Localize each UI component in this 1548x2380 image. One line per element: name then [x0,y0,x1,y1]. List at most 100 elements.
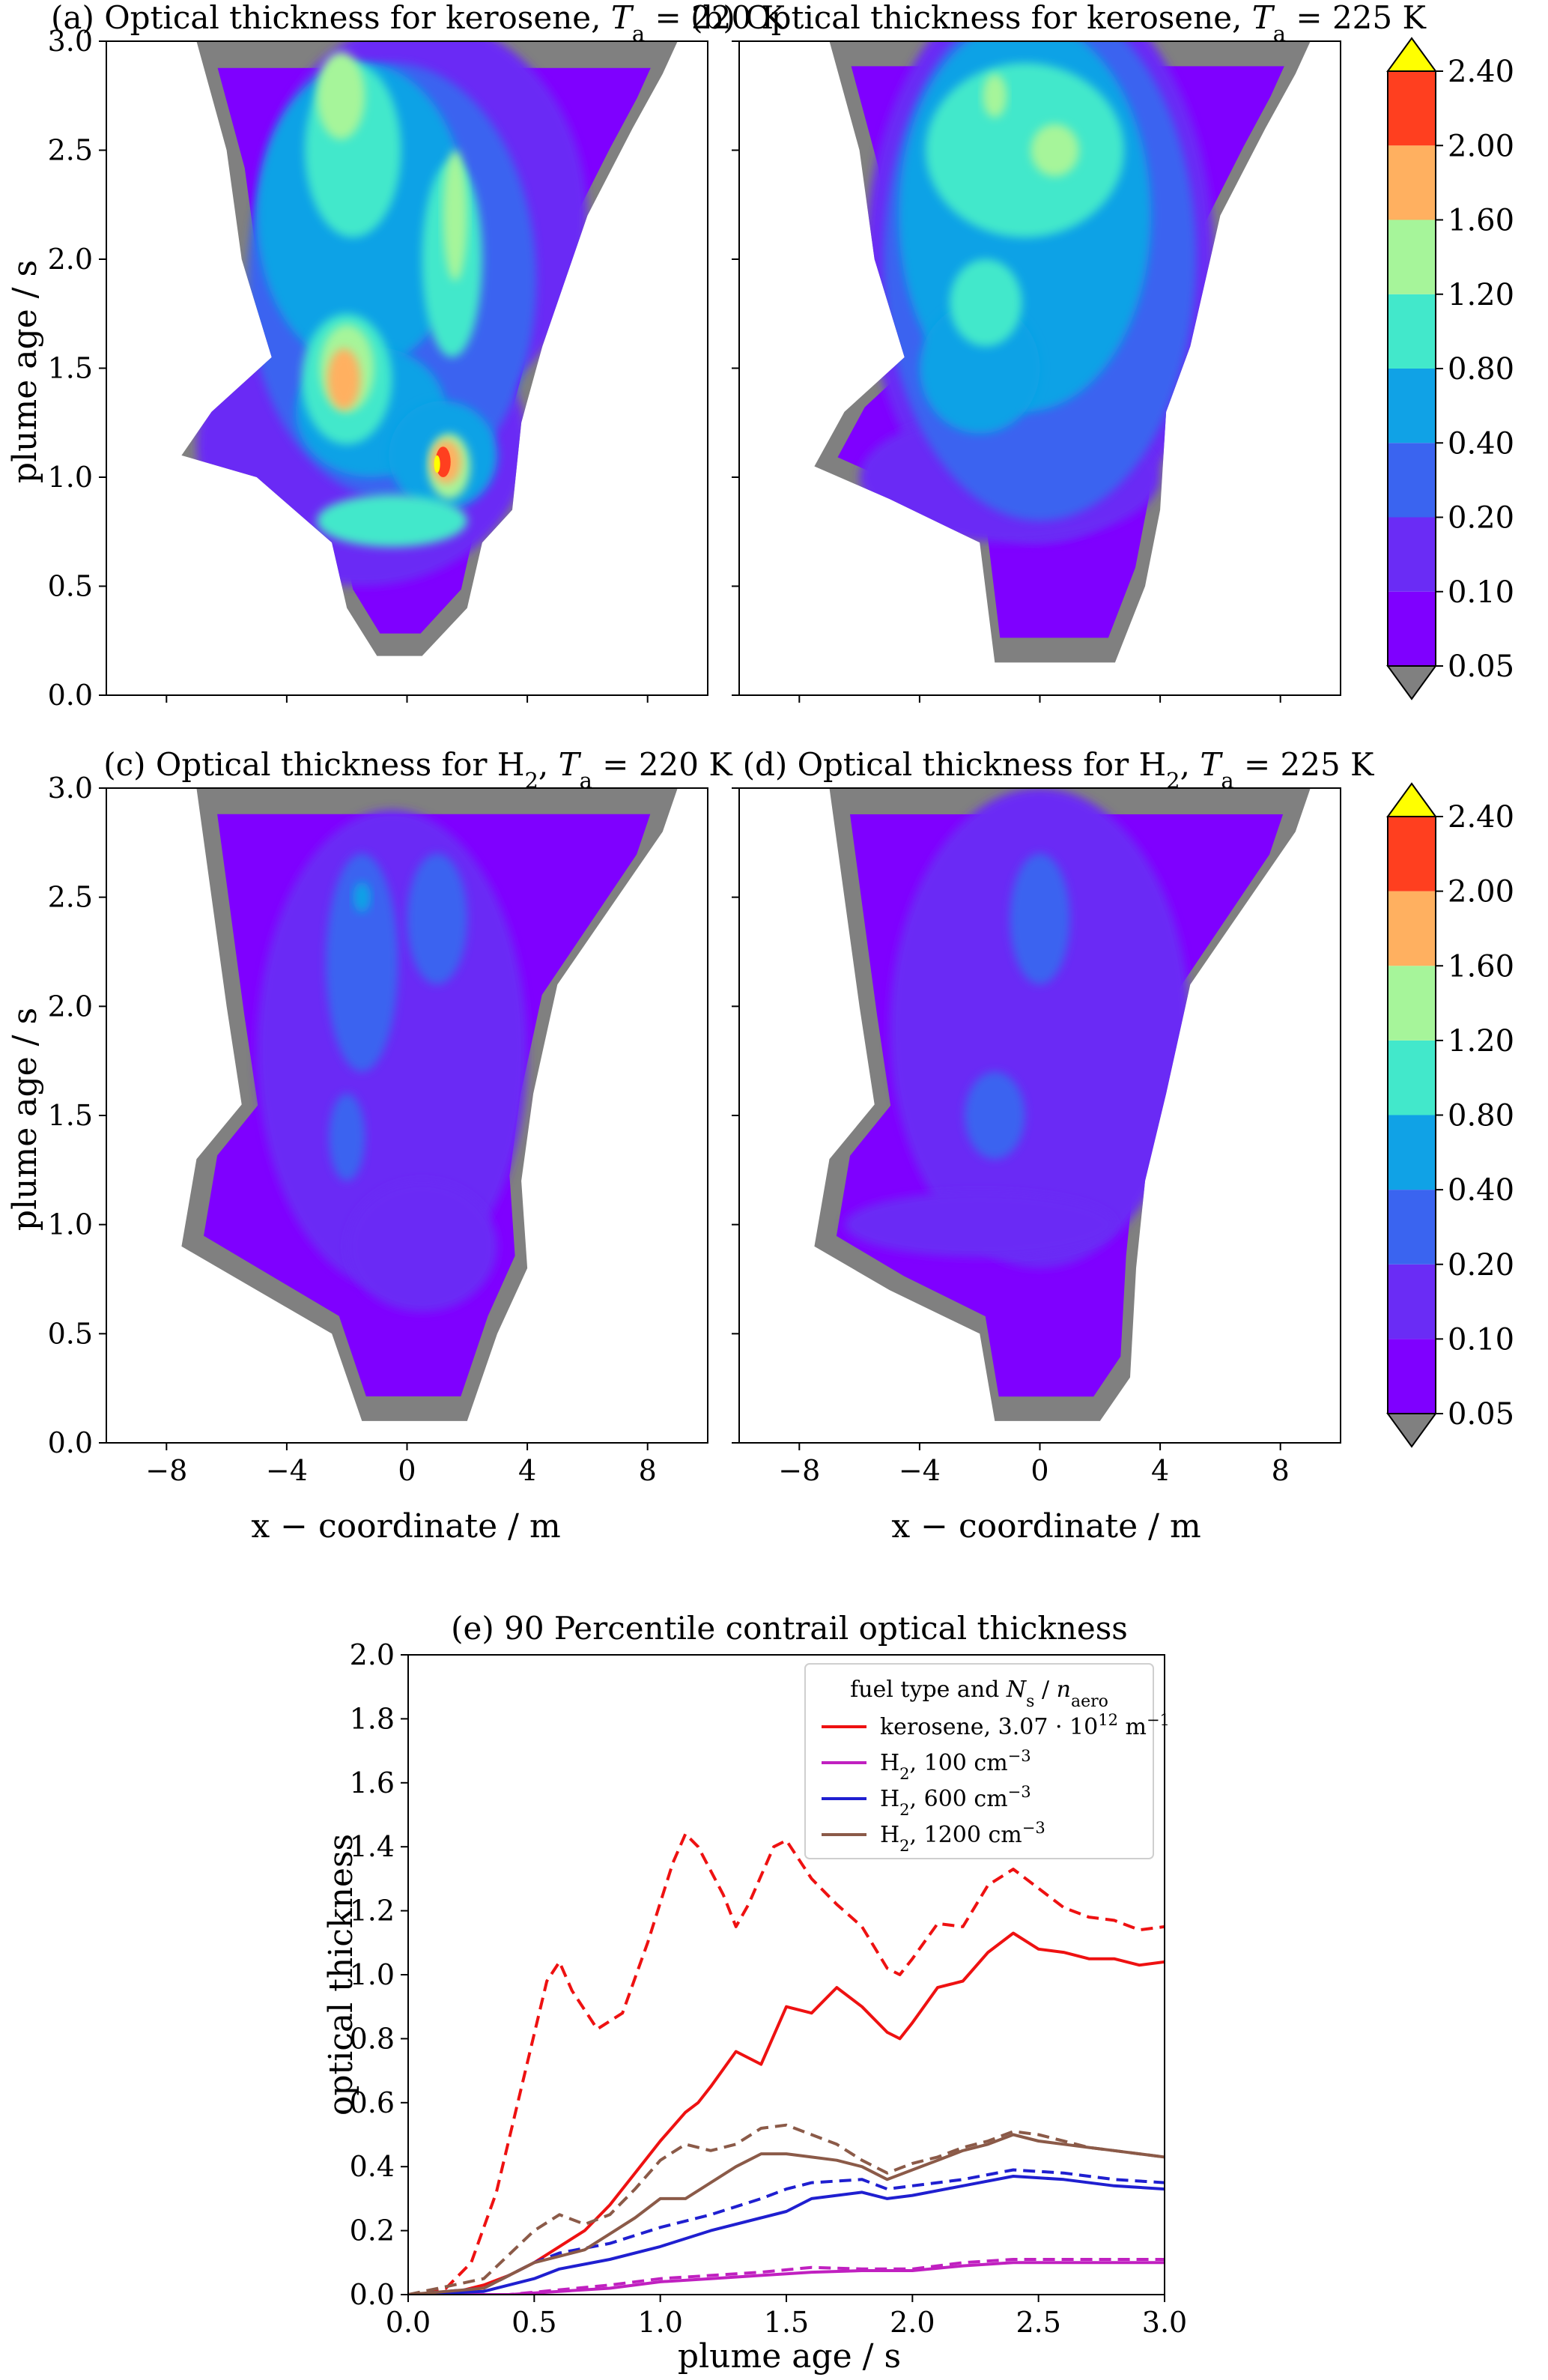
legend-entry-part: kerosene, 3.07 · 10 [880,1714,1098,1740]
y-tick-label: 2.5 [48,881,93,914]
title-part: = 225 K [1286,0,1427,36]
series-line-3 [408,2258,1165,2295]
legend-box [804,1663,1154,1859]
title-part: , [538,746,559,783]
colorbar-label: 0.05 [1448,1397,1514,1432]
legend-entry-part: 2 [899,1801,909,1819]
title-part: T [559,746,582,783]
colorbar-label: 2.00 [1448,129,1514,163]
legend-entry-part: m [1118,1714,1147,1740]
legend-entry-part: 2 [899,1765,909,1783]
x-tick-label: −4 [899,1454,941,1487]
chart-y-tick-label: 1.4 [350,1830,395,1863]
colorbar-segment [1388,517,1436,592]
legend-entry-part: −3 [1022,1819,1045,1837]
y-tick-label: 1.5 [48,1099,93,1132]
legend-entry-label: kerosene, 3.07 · 1012 m−1 [880,1711,1170,1740]
panel-title-a: (a) Optical thickness for kerosene, Ta =… [51,0,786,46]
chart-y-tick-label: 1.0 [350,1958,395,1991]
title-part: a [1273,21,1286,46]
y-tick-label: 1.0 [48,1208,93,1241]
contour-level-3 [407,853,467,985]
legend-title-part: aero [1071,1692,1108,1711]
colorbar-label: 0.40 [1448,1173,1514,1208]
contour-fields [814,788,1311,1421]
contour-fields [814,41,1311,663]
legend-entry-part: 12 [1098,1711,1118,1729]
contour-panel-b: (b) Optical thickness for kerosene, Ta =… [690,0,1427,703]
legend-entry-label: H2, 600 cm−3 [880,1783,1031,1819]
colorbar-segment [1388,145,1436,220]
title-part: a [580,768,592,793]
title-part: , [1180,746,1201,783]
series-line-2 [408,2261,1165,2295]
chart-x-tick-label: 2.5 [1016,2306,1060,2339]
y-axis-label-a: plume age / s [6,260,44,483]
y-tick-label: 0.0 [48,679,93,712]
contour-level-6 [983,73,1007,118]
legend-entry-part: H [880,1822,899,1848]
colorbar-segment [1388,369,1436,443]
colorbar-segment [1388,443,1436,518]
colorbar-label: 2.40 [1448,55,1514,89]
series-line-4 [408,2175,1165,2295]
colorbar-segment [1388,1040,1436,1115]
contour-level-4 [353,882,371,913]
colorbar-segment [1388,1190,1436,1265]
legend-entry-label: H2, 1200 cm−3 [880,1819,1045,1855]
chart-y-tick-label: 2.0 [350,1638,395,1671]
chart-y-tick-label: 0.2 [350,2214,395,2247]
chart-x-tick-label: 1.0 [637,2306,682,2339]
colorbar-top: 2.40 2.00 1.60 1.20 0.80 0.40 0.20 0.10 0.05 [1386,37,1514,700]
colorbar-bottom: 2.40 2.00 1.60 1.20 0.80 0.40 0.20 0.10 0.05 [1386,782,1514,1448]
x-tick-label: 8 [639,1454,657,1487]
contour-level-6 [1031,124,1079,177]
colorbar-segment [1388,1339,1436,1414]
chart-x-tick-label: 0.5 [512,2306,556,2339]
y-tick-label: 0.5 [48,1317,93,1350]
chart-y-axis-label: optical thickness [322,1834,360,2116]
series-line-0 [408,1931,1165,2295]
title-part: = 225 K [1234,746,1375,783]
colorbar-segment [1388,591,1436,666]
chart-y-tick-label: 1.8 [350,1702,395,1735]
series-line-5 [408,2168,1165,2295]
x-tick-label: −8 [145,1454,187,1487]
colorbar-segment [1388,1264,1436,1339]
legend-entry-part: , 600 cm [910,1786,1008,1812]
line-chart-e: (e) 90 Percentile contrail optical thick… [322,1610,1187,2376]
y-tick-label: 0.0 [48,1426,93,1459]
colorbar-segment [1388,294,1436,369]
colorbar-label: 2.00 [1448,875,1514,909]
y-tick-label: 3.0 [48,25,93,58]
title-part: = 220 K [645,0,786,36]
x-tick-label: −4 [266,1454,308,1487]
contour-level-6 [317,52,365,139]
panel-title-d: (d) Optical thickness for H2, Ta = 225 K [743,746,1375,793]
colorbar-extend-max [1386,782,1437,817]
y-tick-label: 3.0 [48,772,93,805]
colorbar-segment [1388,817,1436,891]
x-tick-label: 4 [518,1454,536,1487]
legend-entry-part: −3 [1008,1783,1031,1801]
series-line-1 [408,1832,1165,2295]
contour-panel-a: (a) Optical thickness for kerosene, Ta =… [6,0,786,712]
colorbar-extend-min [1386,1413,1437,1448]
x-tick-label: −8 [778,1454,820,1487]
title-part: (c) Optical thickness for H [103,746,524,783]
legend-entry-part: , 100 cm [910,1750,1008,1776]
chart-title: (e) 90 Percentile contrail optical thick… [451,1610,1128,1647]
chart-y-tick-label: 1.6 [350,1766,395,1799]
colorbar-label: 0.40 [1448,426,1514,461]
chart-x-tick-label: 0.0 [386,2306,431,2339]
series-line-7 [408,2123,1165,2295]
contour-level-3 [326,853,398,1072]
chart-y-tick-label: 0.6 [350,2086,395,2119]
series-line-6 [408,2133,1165,2295]
title-part: (d) Optical thickness for H [743,746,1167,783]
contour-panel-c: (c) Optical thickness for H2, Ta = 220 K… [6,746,733,1545]
contour-fields [181,41,678,656]
y-axis-label-c: plume age / s [6,1008,44,1231]
y-tick-label: 0.5 [48,570,93,603]
